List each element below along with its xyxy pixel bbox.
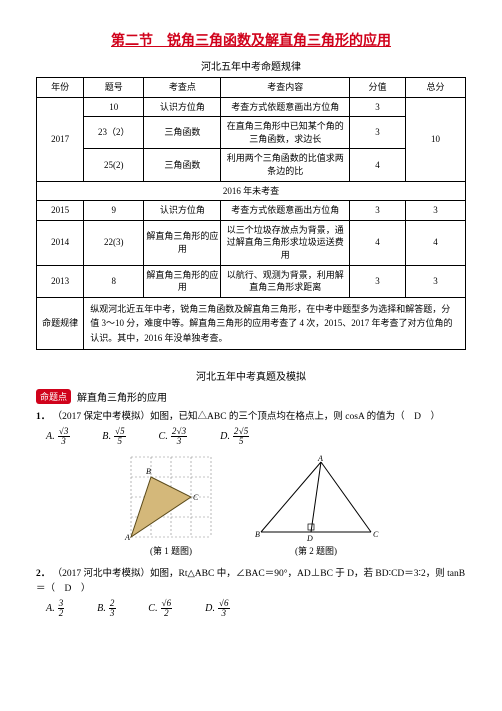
q1-text: （2017 保定中考模拟）如图，已知△ABC 的三个顶点均在格点上，则 cosA… xyxy=(53,412,440,422)
svg-text:C: C xyxy=(373,530,379,539)
q2-optA: A. 32 xyxy=(46,603,87,614)
summary-text: 纵观河北近五年中考，锐角三角函数及解直角三角形，在中考中题型多为选择和解答题，分… xyxy=(84,297,466,349)
cell-num: 22(3) xyxy=(84,220,144,265)
q1-optA: A. √33 xyxy=(46,431,92,442)
header-score: 分值 xyxy=(350,78,406,98)
cell-point: 解直角三角形的应用 xyxy=(144,265,221,297)
table-row: 2014 22(3) 解直角三角形的应用 以三个垃圾存放点为背景，通过解直角三角… xyxy=(37,220,466,265)
header-total: 总分 xyxy=(405,78,465,98)
cell-content: 以航行、观测为背景，利用解直角三角形求距离 xyxy=(221,265,350,297)
cell-score: 3 xyxy=(350,97,406,117)
svg-text:C: C xyxy=(193,493,199,502)
cell-year: 2015 xyxy=(37,201,84,221)
q1-options: A. √33 B. √55 C. 2√33 D. 2√55 xyxy=(46,427,466,446)
cell-total: 3 xyxy=(405,201,465,221)
fig1-label: (第 1 题图) xyxy=(121,544,221,557)
q2-optC: C. √62 xyxy=(148,603,195,614)
figure-2-svg: A B D C xyxy=(251,452,381,542)
cell-content: 考查方式依题意画出方位角 xyxy=(221,201,350,221)
table-row: 2013 8 解直角三角形的应用 以航行、观测为背景，利用解直角三角形求距离 3… xyxy=(37,265,466,297)
cell-num: 8 xyxy=(84,265,144,297)
cell-num: 23（2） xyxy=(84,117,144,149)
q2-optD: D. √63 xyxy=(205,603,250,614)
header-num: 题号 xyxy=(84,78,144,98)
table-row: 2017 10 认识方位角 考查方式依题意画出方位角 3 10 xyxy=(37,97,466,117)
cell-total: 10 xyxy=(405,97,465,181)
table-row-summary: 命题规律 纵观河北近五年中考，锐角三角函数及解直角三角形，在中考中题型多为选择和… xyxy=(37,297,466,349)
cell-score: 4 xyxy=(350,149,406,181)
exam-table: 年份 题号 考查点 考查内容 分值 总分 2017 10 认识方位角 考查方式依… xyxy=(36,77,466,350)
cell-point: 三角函数 xyxy=(144,117,221,149)
cell-year: 2017 xyxy=(37,97,84,181)
cell-num: 10 xyxy=(84,97,144,117)
cell-year: 2013 xyxy=(37,265,84,297)
table-row-mid: 2016 年未考查 xyxy=(37,181,466,201)
svg-text:B: B xyxy=(146,467,151,476)
question-2: 2． （2017 河北中考模拟）如图，Rt△ABC 中，∠BAC＝90°，AD⊥… xyxy=(36,567,466,597)
table-caption: 河北五年中考命题规律 xyxy=(36,58,466,73)
cell-score: 3 xyxy=(350,201,406,221)
q2-number: 2． xyxy=(36,569,50,579)
question-1: 1． （2017 保定中考模拟）如图，已知△ABC 的三个顶点均在格点上，则 c… xyxy=(36,410,466,425)
header-year: 年份 xyxy=(37,78,84,98)
cell-score: 3 xyxy=(350,265,406,297)
table-row: 23（2） 三角函数 在直角三角形中已知某个角的三角函数，求边长 3 xyxy=(37,117,466,149)
cell-point: 三角函数 xyxy=(144,149,221,181)
table-row: 2015 9 认识方位角 考查方式依题意画出方位角 3 3 xyxy=(37,201,466,221)
cell-num: 9 xyxy=(84,201,144,221)
figure-2: A B D C (第 2 题图) xyxy=(251,452,381,557)
topic-row: 命题点 解直角三角形的应用 xyxy=(36,389,466,404)
q1-optD: D. 2√55 xyxy=(220,431,269,442)
cell-score: 4 xyxy=(350,220,406,265)
cell-content: 考查方式依题意画出方位角 xyxy=(221,97,350,117)
q2-optB: B. 23 xyxy=(97,603,138,614)
cell-point: 认识方位角 xyxy=(144,201,221,221)
svg-text:A: A xyxy=(124,533,130,542)
header-point: 考查点 xyxy=(144,78,221,98)
q1-number: 1． xyxy=(36,412,50,422)
fig2-label: (第 2 题图) xyxy=(251,544,381,557)
cell-content: 利用两个三角函数的比值求两条边的比 xyxy=(221,149,350,181)
section-subtitle: 河北五年中考真题及模拟 xyxy=(36,368,466,383)
cell-point: 解直角三角形的应用 xyxy=(144,220,221,265)
cell-content: 在直角三角形中已知某个角的三角函数，求边长 xyxy=(221,117,350,149)
figure-1: A B C (第 1 题图) xyxy=(121,452,221,557)
q2-text: （2017 河北中考模拟）如图，Rt△ABC 中，∠BAC＝90°，AD⊥BC … xyxy=(36,569,465,594)
figure-1-svg: A B C xyxy=(121,452,221,542)
table-header-row: 年份 题号 考查点 考查内容 分值 总分 xyxy=(37,78,466,98)
summary-label: 命题规律 xyxy=(37,297,84,349)
cell-total: 3 xyxy=(405,265,465,297)
svg-text:B: B xyxy=(255,530,260,539)
cell-content: 以三个垃圾存放点为背景，通过解直角三角形求垃圾运送费用 xyxy=(221,220,350,265)
q1-optC: C. 2√33 xyxy=(159,431,211,442)
cell-year: 2014 xyxy=(37,220,84,265)
svg-text:A: A xyxy=(317,454,323,463)
cell-score: 3 xyxy=(350,117,406,149)
cell-total: 4 xyxy=(405,220,465,265)
topic-badge: 命题点 xyxy=(36,389,71,404)
topic-text: 解直角三角形的应用 xyxy=(77,389,167,404)
q1-optB: B. √55 xyxy=(102,431,148,442)
table-row: 25(2) 三角函数 利用两个三角函数的比值求两条边的比 4 xyxy=(37,149,466,181)
cell-num: 25(2) xyxy=(84,149,144,181)
header-content: 考查内容 xyxy=(221,78,350,98)
page-title: 第二节 锐角三角函数及解直角三角形的应用 xyxy=(36,30,466,50)
svg-text:D: D xyxy=(306,534,313,542)
q2-options: A. 32 B. 23 C. √62 D. √63 xyxy=(46,599,466,618)
figures-row: A B C (第 1 题图) A B D C (第 2 题图) xyxy=(36,452,466,557)
cell-mid: 2016 年未考查 xyxy=(37,181,466,201)
cell-point: 认识方位角 xyxy=(144,97,221,117)
